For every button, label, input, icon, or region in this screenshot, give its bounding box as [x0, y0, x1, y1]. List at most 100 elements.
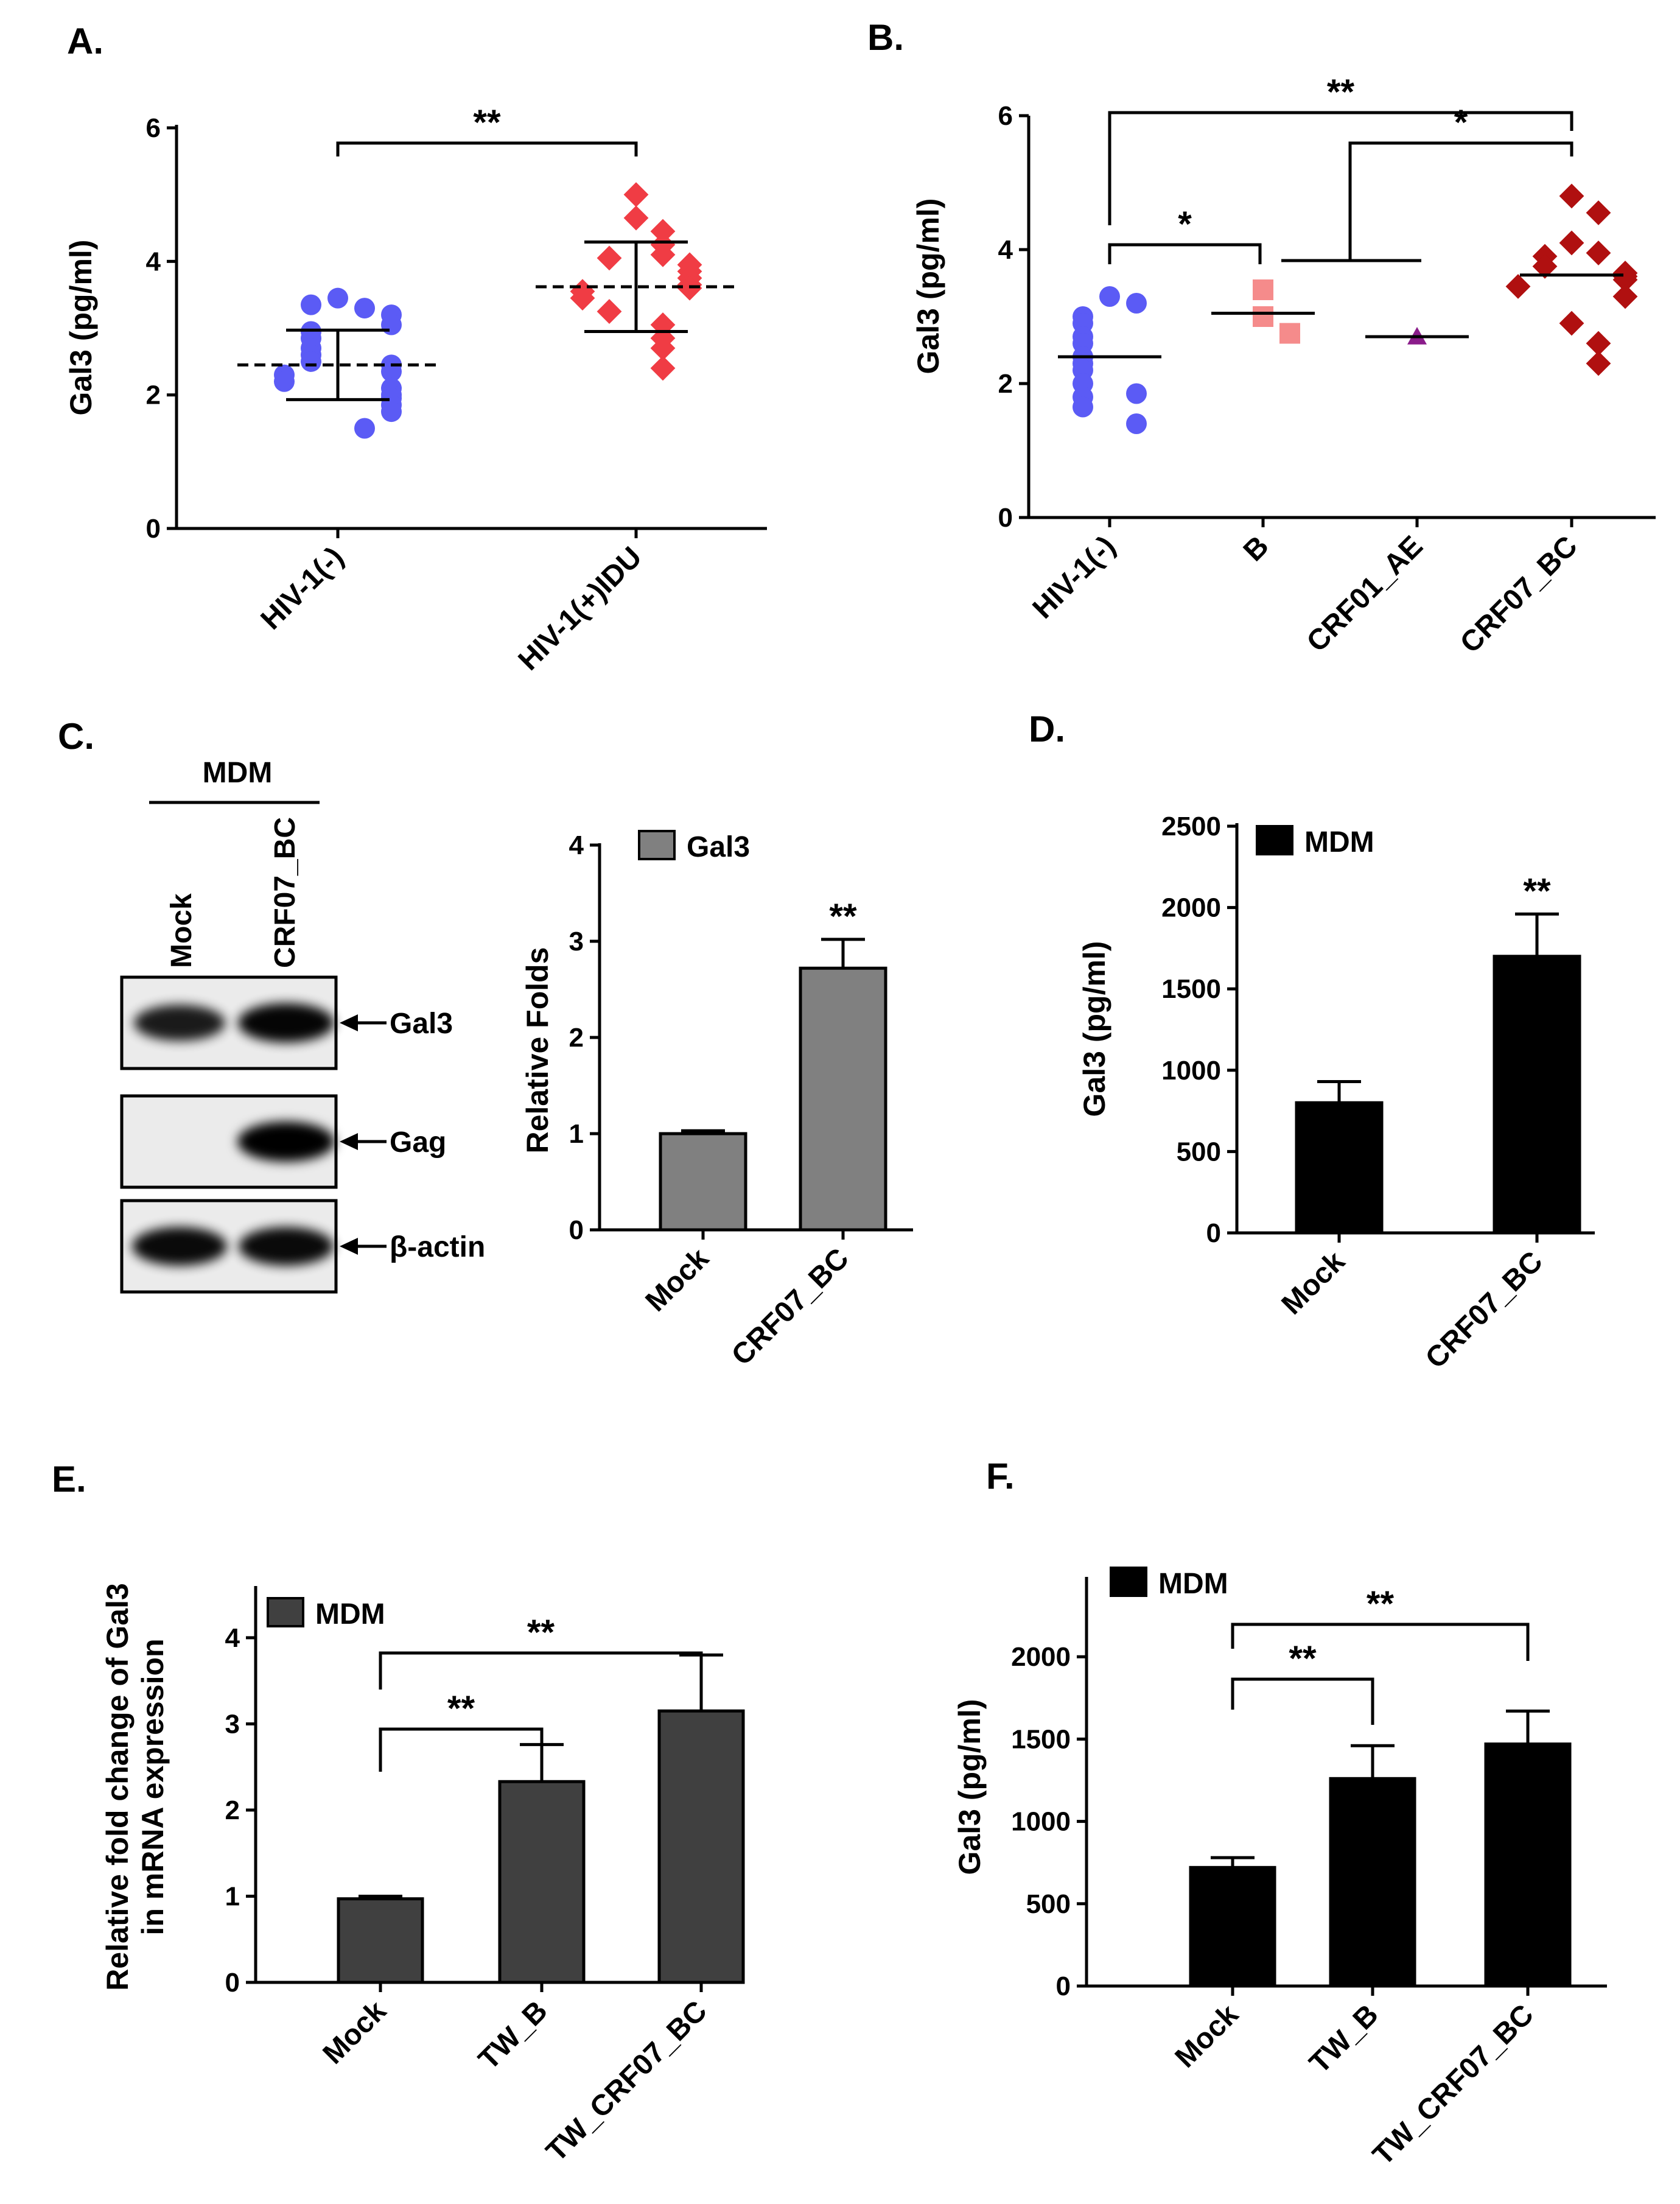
data-point-circle — [301, 351, 321, 372]
panel-label-f: F. — [986, 1456, 1015, 1497]
data-point-circle — [1126, 293, 1147, 314]
legend-swatch — [267, 1597, 304, 1627]
y-tick-label: 1000 — [1161, 1056, 1221, 1086]
blot-arrow-head — [340, 1133, 358, 1150]
blot-arrow-head — [340, 1238, 358, 1255]
bar — [337, 1897, 424, 1984]
chart-panel-f: 0 500 1000 1500 2000 Gal3 (pg/ml) Mock TW_BTW_C… — [953, 1567, 1607, 2172]
x-category-label: Mock — [640, 1242, 715, 1318]
bar — [657, 1709, 745, 1984]
data-point-diamond — [1586, 240, 1611, 265]
y-tick-label: 1 — [225, 1881, 240, 1911]
data-point-square — [1279, 323, 1300, 344]
data-point-diamond — [1559, 311, 1584, 336]
panel-label-d: D. — [1029, 709, 1065, 749]
significance-label: ** — [1523, 871, 1551, 911]
data-point-diamond — [650, 335, 676, 361]
significance-label: ** — [1289, 1639, 1317, 1679]
blot-lane-label: CRF07_BC — [269, 817, 301, 968]
y-tick-label: 1 — [569, 1119, 584, 1149]
y-tick-label: 2 — [569, 1023, 584, 1053]
bar — [498, 1780, 586, 1984]
bar — [1493, 955, 1581, 1235]
y-axis-title: Relative Folds — [520, 947, 555, 1154]
y-tick-label: 3 — [569, 927, 584, 956]
panel-label-c: C. — [58, 716, 94, 757]
significance-bracket — [1231, 1623, 1530, 1661]
data-point-diamond — [597, 299, 622, 324]
x-category-label: TW_B — [1303, 1998, 1385, 2080]
data-point-diamond — [623, 182, 649, 208]
legend-label: MDM — [1304, 826, 1374, 858]
y-tick-label: 4 — [146, 247, 161, 276]
y-tick-label: 2000 — [1011, 1642, 1071, 1672]
blot-band — [238, 1003, 334, 1043]
x-category-label: TW_CRF07_BC — [1367, 1998, 1540, 2172]
panel-label-e: E. — [52, 1459, 86, 1500]
bar — [1484, 1742, 1572, 1988]
blot-band — [239, 1227, 334, 1266]
data-point-diamond — [1612, 284, 1638, 309]
chart-panel-d: 0 500 1000 1500 2000 2500 Gal3 (pg/ml) Mock CRF0… — [1077, 812, 1595, 1375]
bar — [1295, 1101, 1384, 1235]
bar — [1189, 1865, 1276, 1988]
x-category-label: B — [1237, 530, 1275, 567]
blot-band-label: Gal3 — [390, 1008, 453, 1040]
y-axis-title-line2: in mRNA expression — [136, 1638, 170, 1935]
blot-band-label: β-actin — [390, 1231, 485, 1263]
blot-lane-label: Mock — [166, 893, 198, 968]
y-tick-label: 2500 — [1161, 812, 1221, 841]
data-point-diamond — [1532, 254, 1558, 279]
blot-band-label: Gag — [390, 1126, 446, 1159]
chart-panel-e: 0 1 2 3 4 Relative fold change of Gal3 in mRNA… — [100, 1583, 745, 2168]
y-axis-title: Relative fold change of Gal3 — [100, 1583, 135, 1991]
y-tick-label: 4 — [998, 235, 1013, 265]
x-category-label: Mock — [1169, 1998, 1245, 2074]
legend-swatch — [1110, 1567, 1147, 1597]
data-point-circle — [354, 298, 375, 319]
x-category-label: TW_B — [472, 1995, 554, 2076]
x-category-label: HIV-1(+)IDU — [513, 541, 648, 676]
significance-label: * — [1454, 103, 1468, 142]
significance-label: ** — [473, 103, 501, 142]
x-category-label: CRF01_AE — [1301, 530, 1429, 658]
data-point-diamond — [650, 242, 676, 267]
x-category-label: Mock — [317, 1995, 393, 2070]
x-category-label: CRF07_BC — [726, 1242, 855, 1372]
data-point-diamond — [570, 286, 595, 311]
legend-swatch — [1256, 825, 1293, 855]
y-axis-title: Gal3 (pg/ml) — [911, 198, 945, 374]
data-point-circle — [327, 287, 348, 309]
data-point-square — [1253, 306, 1273, 327]
x-category-label: TW_CRF07_BC — [540, 1995, 713, 2168]
significance-bracket — [1108, 243, 1262, 264]
data-point-diamond — [1586, 200, 1611, 225]
data-point-diamond — [623, 205, 649, 231]
x-category-label: HIV-1(-) — [255, 541, 350, 636]
data-point-diamond — [597, 245, 622, 271]
data-point-circle — [354, 418, 375, 439]
data-point-diamond — [1559, 230, 1584, 256]
y-tick-label: 2 — [225, 1795, 240, 1825]
data-point-diamond — [1559, 183, 1584, 209]
y-tick-label: 1000 — [1011, 1807, 1071, 1837]
y-tick-label: 3 — [225, 1709, 240, 1739]
significance-bracket — [379, 1651, 703, 1690]
y-tick-label: 2 — [146, 381, 161, 410]
y-tick-label: 0 — [998, 503, 1013, 533]
legend-label: MDM — [315, 1598, 385, 1630]
data-point-circle — [1073, 396, 1093, 418]
chart-panel-b: 0 2 4 6 Gal3 (pg/ml) HIV-1(-) B CRF01_AE CRF07_B… — [911, 72, 1656, 659]
significance-label: * — [1178, 205, 1192, 244]
panel-label-a: A. — [67, 21, 103, 61]
significance-label: ** — [1327, 72, 1355, 112]
data-point-diamond — [650, 219, 676, 244]
legend-label: MDM — [1158, 1568, 1228, 1600]
bar — [1329, 1777, 1416, 1988]
data-point-diamond — [1505, 274, 1531, 299]
data-point-circle — [1126, 413, 1147, 434]
western-blot-panel: MDM Mock CRF07_BC Gal3 Gag β-actin — [120, 757, 485, 1294]
y-tick-label: 2000 — [1161, 893, 1221, 923]
significance-bracket — [1108, 111, 1573, 225]
